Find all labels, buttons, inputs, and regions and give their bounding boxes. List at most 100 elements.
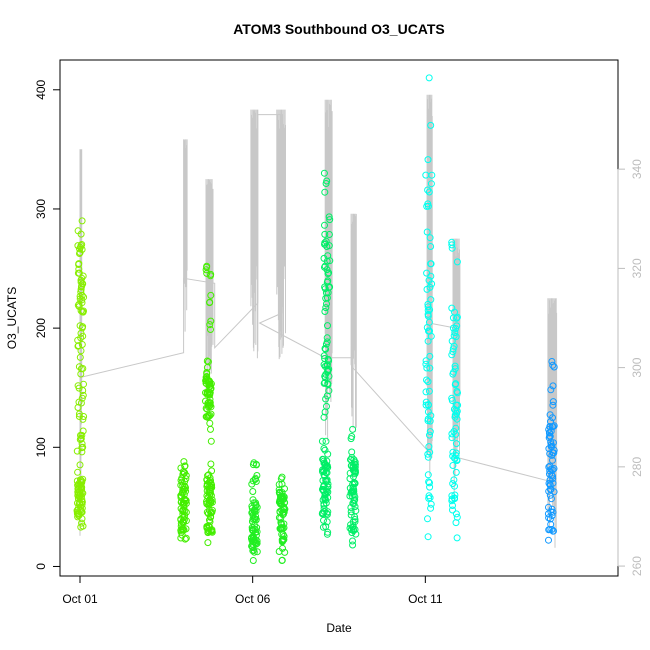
data-point (549, 398, 557, 406)
data-point (249, 544, 257, 552)
data-point (253, 548, 261, 556)
data-point (280, 524, 288, 532)
data-point (453, 314, 461, 322)
data-point (206, 506, 213, 514)
data-point (74, 227, 82, 235)
data-point (448, 394, 456, 402)
data-point (323, 300, 330, 308)
data-point (206, 389, 214, 397)
data-point (321, 460, 329, 468)
data-point (78, 241, 86, 248)
data-point (549, 401, 557, 409)
series-2-cluster-1 (275, 473, 289, 564)
data-point (548, 505, 556, 513)
data-point (204, 539, 212, 547)
data-point (320, 413, 328, 421)
data-point (275, 498, 283, 506)
data-point (453, 313, 461, 321)
data-point (323, 392, 331, 400)
data-point (546, 423, 554, 430)
data-point (324, 450, 332, 458)
data-point (253, 461, 260, 469)
data-point (320, 487, 328, 495)
data-point (451, 491, 459, 499)
data-point (426, 479, 433, 487)
data-point (427, 500, 435, 508)
trace-segment-2 (205, 179, 214, 400)
data-point (320, 352, 328, 360)
data-point (252, 531, 260, 539)
y2-tick-label-0: 260 (630, 556, 644, 576)
data-point (78, 486, 86, 493)
data-point (207, 460, 215, 468)
data-point (182, 472, 190, 479)
data-point (202, 375, 210, 383)
data-point (548, 526, 556, 533)
data-point (549, 508, 557, 516)
data-point (427, 121, 435, 129)
data-point (546, 526, 554, 533)
data-point (320, 445, 328, 452)
secondary-y-axis: 260 280 300 320 340 (617, 159, 644, 576)
data-point (207, 272, 214, 280)
data-point (546, 411, 554, 419)
data-point (547, 495, 555, 503)
data-point (177, 464, 185, 472)
data-point (322, 304, 330, 312)
data-point (323, 477, 331, 485)
data-point (321, 408, 329, 416)
data-point (279, 511, 287, 519)
data-point (74, 468, 82, 476)
data-point (348, 488, 356, 495)
data-point (549, 456, 556, 464)
data-point (76, 295, 84, 303)
data-point (547, 386, 555, 394)
data-point (424, 533, 432, 541)
data-point (449, 462, 457, 469)
series-4-cluster-1 (448, 238, 462, 542)
data-point (77, 307, 85, 315)
data-point (321, 188, 329, 196)
data-point (427, 296, 435, 304)
y-axis-label: O3_UCATS (5, 287, 19, 349)
data-point (326, 257, 334, 265)
data-point (202, 379, 210, 387)
data-point (452, 440, 460, 448)
data-point (207, 291, 215, 299)
x-axis: Oct 01 Oct 06 Oct 11 (62, 575, 443, 606)
data-point (76, 245, 83, 253)
data-point (323, 257, 331, 265)
data-point (79, 427, 87, 435)
data-point (349, 523, 357, 531)
data-point (422, 360, 430, 368)
data-point (318, 510, 326, 518)
data-point (346, 475, 354, 483)
data-point (77, 370, 85, 378)
data-point (205, 522, 213, 530)
data-point (178, 531, 186, 539)
data-point (424, 453, 432, 461)
data-point (180, 516, 188, 524)
data-point (77, 242, 85, 249)
data-point (549, 466, 557, 474)
data-point (275, 481, 283, 488)
data-point (75, 413, 83, 420)
data-point (323, 334, 331, 342)
data-point (253, 528, 261, 536)
data-point (452, 430, 460, 438)
data-point (203, 405, 211, 413)
y2-tick-label-2: 300 (630, 357, 644, 377)
y-tick-label-0: 0 (34, 563, 48, 570)
data-point (321, 221, 328, 229)
data-point (278, 536, 286, 544)
data-point (205, 478, 213, 486)
data-point (450, 476, 458, 484)
data-point (251, 508, 259, 516)
data-point (546, 470, 553, 478)
data-point (426, 431, 433, 439)
data-point (203, 263, 211, 271)
plot-box (59, 59, 619, 577)
data-point (325, 213, 333, 221)
data-point (449, 502, 456, 509)
data-point (77, 507, 85, 514)
